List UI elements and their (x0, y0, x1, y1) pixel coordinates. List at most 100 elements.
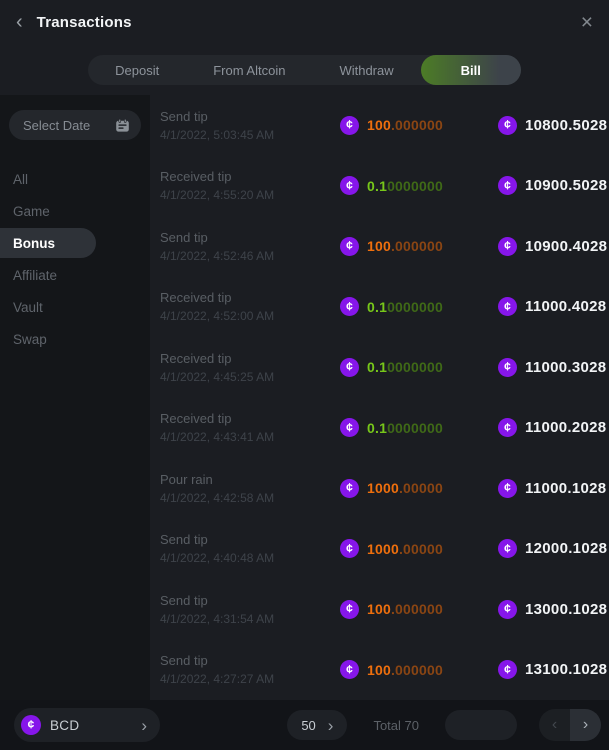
transaction-title: Received tip (160, 350, 232, 366)
transaction-datetime: 4/1/2022, 4:45:25 AM (160, 369, 275, 384)
coin-icon: ¢ (340, 539, 359, 559)
tab-deposit[interactable]: Deposit (88, 55, 186, 85)
coin-icon: ¢ (340, 236, 359, 256)
transaction-balance: ¢ 13100.1028 (498, 660, 609, 680)
sidebar-item-label: All (13, 171, 29, 187)
amount-value: 0.1 (367, 419, 388, 436)
chevron-left-icon: ‹ (16, 10, 23, 33)
transaction-datetime: 4/1/2022, 4:31:54 AM (160, 611, 275, 626)
transaction-datetime: 4/1/2022, 4:52:46 AM (160, 248, 275, 263)
tab-label: Withdraw (339, 62, 394, 78)
chevron-right-icon: › (582, 716, 589, 733)
page-size-select[interactable]: 50 › (287, 710, 348, 740)
coin-icon: ¢ (498, 176, 517, 196)
tab-label: Deposit (115, 62, 160, 78)
coin-icon: ¢ (340, 357, 359, 377)
transaction-info: Send tip 4/1/2022, 4:52:46 AM (160, 230, 340, 263)
amount-decimals: 0000000 (387, 298, 443, 315)
amount-value: 0.1 (367, 359, 388, 376)
tab-bar: Deposit From Altcoin Withdraw Bill (88, 55, 521, 85)
balance-value: 13000.1028 (525, 600, 608, 618)
transaction-datetime: 4/1/2022, 4:42:58 AM (160, 490, 275, 505)
sidebar-item-label: Affiliate (13, 267, 58, 283)
amount-decimals: .00000 (398, 480, 443, 497)
balance-value: 13100.1028 (525, 661, 608, 679)
coin-icon: ¢ (340, 115, 359, 135)
coin-icon: ¢ (340, 297, 359, 317)
select-date-label: Select Date (23, 117, 91, 133)
modal-footer: ¢ BCD › 50 › Total 70 ‹ › (0, 700, 609, 750)
amount-decimals: 0000000 (387, 419, 443, 436)
sidebar-item-game[interactable]: Game (0, 196, 150, 226)
amount-value: 100 (367, 117, 391, 134)
pagination (445, 710, 517, 740)
transaction-info: Send tip 4/1/2022, 4:40:48 AM (160, 532, 340, 565)
tab-label: Bill (460, 62, 481, 78)
transaction-row: Received tip 4/1/2022, 4:55:20 AM ¢ 0.10… (150, 156, 609, 217)
transaction-datetime: 4/1/2022, 4:55:20 AM (160, 188, 275, 203)
transaction-datetime: 4/1/2022, 4:52:00 AM (160, 309, 275, 324)
transaction-amount: ¢ 100.000000 (340, 599, 498, 619)
transaction-title: Received tip (160, 411, 232, 427)
currency-select[interactable]: ¢ BCD › (14, 708, 160, 742)
coin-icon: ¢ (498, 418, 517, 438)
modal-body: Select Date All Game Bonus Affiliate Vau… (0, 95, 609, 700)
transaction-balance: ¢ 10800.5028 (498, 115, 609, 135)
balance-value: 11000.2028 (525, 419, 607, 437)
transaction-title: Send tip (160, 108, 208, 124)
tab-label: From Altcoin (213, 62, 286, 78)
coin-icon: ¢ (21, 715, 41, 735)
amount-decimals: .000000 (390, 117, 443, 134)
tab-withdraw[interactable]: Withdraw (312, 55, 420, 85)
coin-icon: ¢ (498, 357, 517, 377)
transaction-amount: ¢ 1000.00000 (340, 539, 498, 559)
transaction-row: Received tip 4/1/2022, 4:43:41 AM ¢ 0.10… (150, 398, 609, 459)
next-page-button[interactable]: › (570, 709, 601, 741)
transaction-info: Pour rain 4/1/2022, 4:42:58 AM (160, 472, 340, 505)
total-count-label: Total 70 (373, 717, 419, 733)
coin-icon: ¢ (498, 539, 517, 559)
transaction-balance: ¢ 11000.4028 (498, 297, 609, 317)
transaction-amount: ¢ 100.000000 (340, 236, 498, 256)
balance-value: 11000.1028 (525, 479, 607, 497)
transaction-info: Received tip 4/1/2022, 4:45:25 AM (160, 351, 340, 384)
transaction-datetime: 4/1/2022, 4:43:41 AM (160, 430, 275, 445)
transaction-row: Send tip 4/1/2022, 4:27:27 AM ¢ 100.0000… (150, 640, 609, 701)
pagination-arrows: ‹ › (539, 709, 601, 741)
amount-decimals: 0000000 (387, 177, 443, 194)
close-icon: × (580, 11, 593, 34)
transaction-info: Send tip 4/1/2022, 4:27:27 AM (160, 653, 340, 686)
amount-decimals: 0000000 (387, 359, 443, 376)
transaction-list[interactable]: Send tip 4/1/2022, 5:03:45 AM ¢ 100.0000… (150, 95, 609, 700)
amount-value: 0.1 (367, 298, 388, 315)
transaction-amount: ¢ 100.000000 (340, 115, 498, 135)
sidebar-item-all[interactable]: All (0, 164, 150, 194)
transaction-balance: ¢ 11000.1028 (498, 478, 609, 498)
transaction-info: Received tip 4/1/2022, 4:55:20 AM (160, 169, 340, 202)
back-button[interactable]: ‹ (16, 12, 23, 32)
select-date-button[interactable]: Select Date (9, 110, 141, 140)
coin-icon: ¢ (498, 297, 517, 317)
amount-value: 100 (367, 238, 391, 255)
chevron-right-icon: › (327, 715, 334, 735)
amount-value: 1000 (367, 540, 399, 557)
sidebar-item-swap[interactable]: Swap (0, 324, 150, 354)
page-title: Transactions (36, 14, 132, 31)
balance-value: 10900.5028 (525, 177, 608, 195)
close-button[interactable]: × (581, 12, 593, 33)
tab-bill[interactable]: Bill (420, 55, 521, 85)
coin-icon: ¢ (340, 176, 359, 196)
sidebar-item-label: Game (13, 203, 50, 219)
sidebar-item-bonus[interactable]: Bonus (0, 228, 96, 258)
sidebar-item-affiliate[interactable]: Affiliate (0, 260, 150, 290)
transaction-title: Received tip (160, 169, 232, 185)
prev-page-button[interactable]: ‹ (539, 709, 570, 741)
transaction-row: Send tip 4/1/2022, 5:03:45 AM ¢ 100.0000… (150, 95, 609, 156)
transaction-balance: ¢ 11000.2028 (498, 418, 609, 438)
amount-decimals: .000000 (390, 601, 443, 618)
transaction-row: Send tip 4/1/2022, 4:31:54 AM ¢ 100.0000… (150, 579, 609, 640)
tab-from-altcoin[interactable]: From Altcoin (186, 55, 312, 85)
transaction-amount: ¢ 1000.00000 (340, 478, 498, 498)
sidebar-item-vault[interactable]: Vault (0, 292, 150, 322)
